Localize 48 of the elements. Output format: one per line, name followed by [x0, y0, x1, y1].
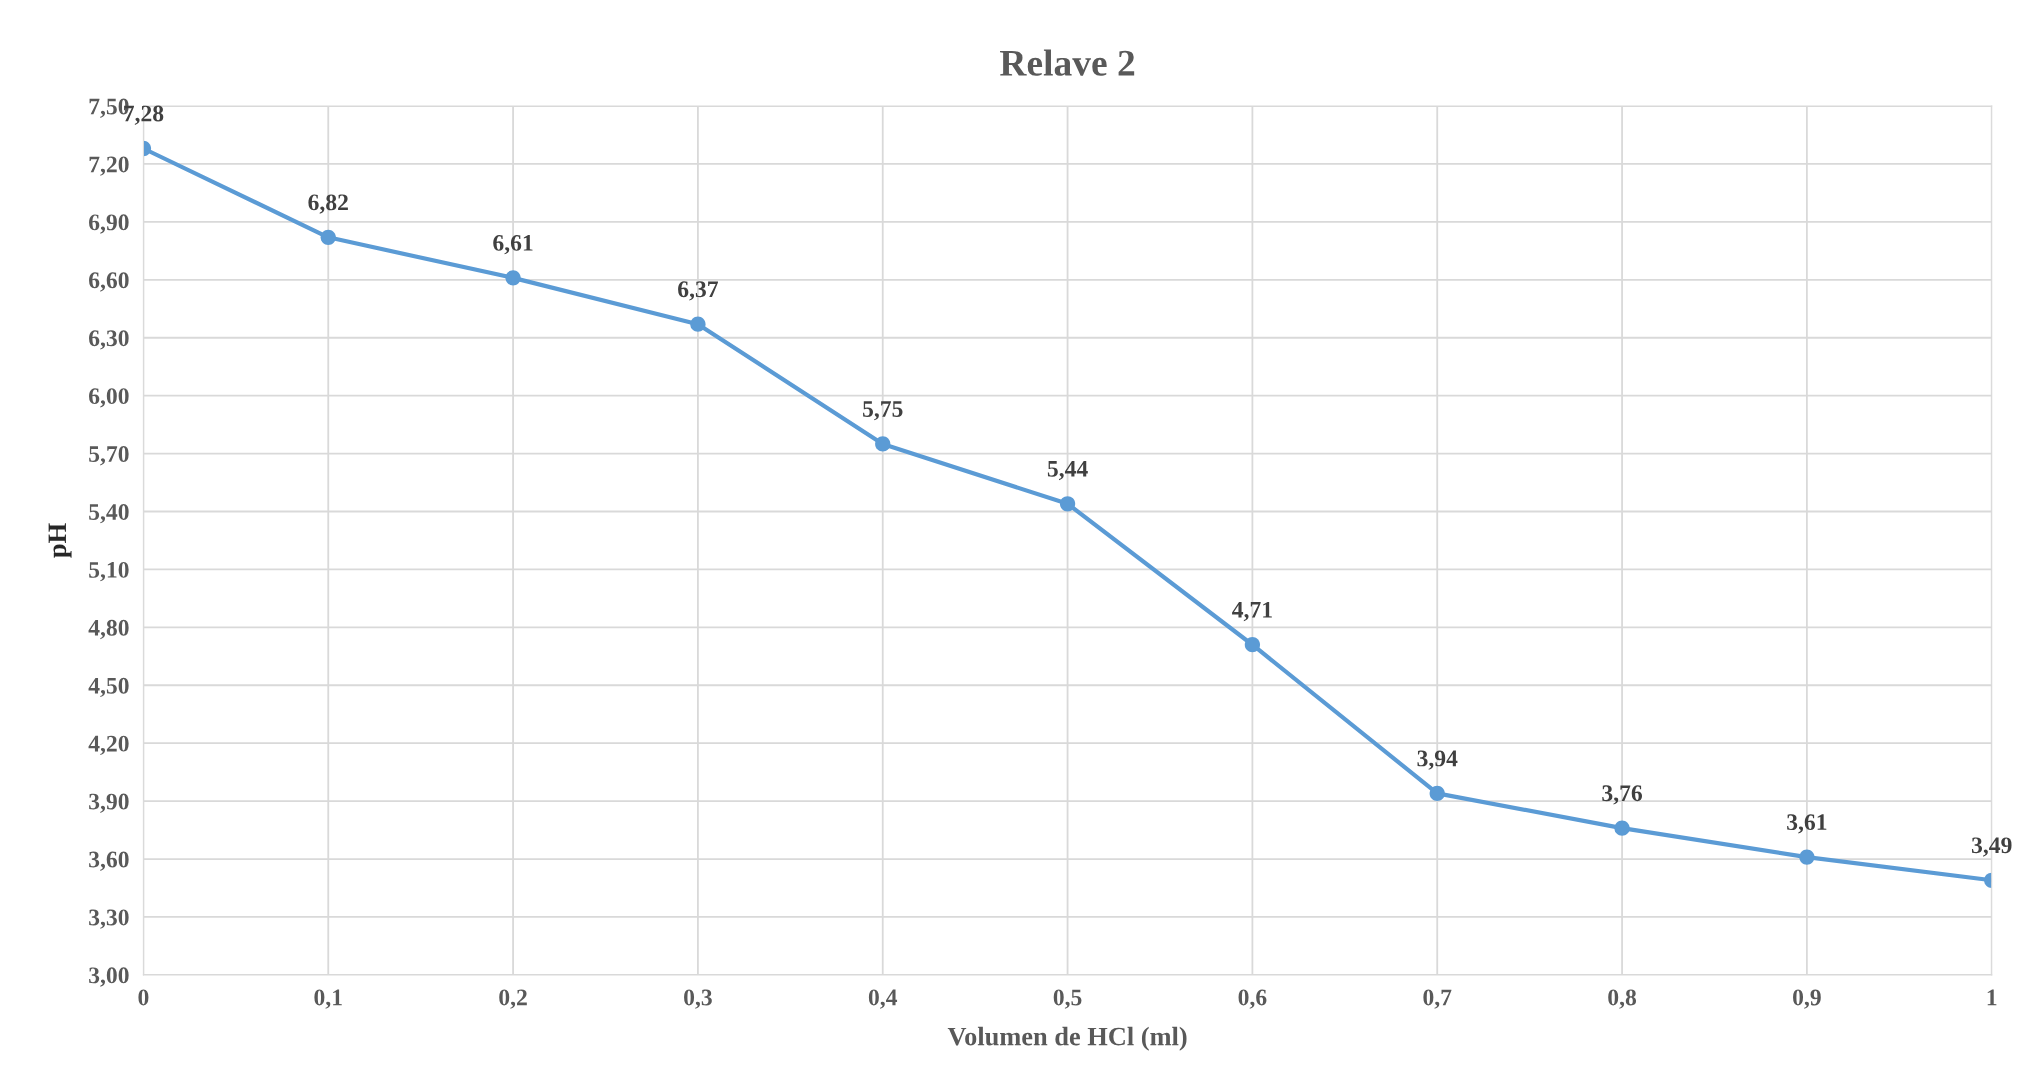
- x-tick-label: 1: [1987, 989, 1997, 1006]
- data-label: 3,94: [1417, 750, 1458, 770]
- y-tick-label: 6,90: [89, 214, 129, 234]
- y-tick-label: 3,60: [89, 851, 129, 871]
- point: [690, 316, 706, 332]
- y-tick-label: 6,60: [89, 272, 129, 292]
- data-label: 3,61: [1787, 814, 1827, 834]
- data-label: 4,71: [1232, 601, 1272, 622]
- y-tick-label: 3,90: [89, 793, 129, 813]
- x-tick-label: 0,3: [684, 989, 712, 1009]
- x-tick-label: 0,2: [499, 989, 527, 1009]
- x-axis-title: Volumen de HCl (ml): [947, 1026, 1187, 1051]
- y-axis-title: pH: [48, 523, 72, 558]
- chart-title: Relave 2: [1000, 49, 1135, 76]
- y-tick-label: 3,00: [89, 967, 129, 987]
- x-tick-label: 0,5: [1053, 989, 1082, 1009]
- point: [320, 229, 336, 245]
- point: [1429, 785, 1445, 802]
- point: [1614, 820, 1630, 836]
- y-tick-label: 3,30: [89, 909, 129, 929]
- y-tick-label: 5,70: [89, 446, 129, 466]
- data-label: 6,82: [308, 194, 348, 214]
- x-tick-label: 0,7: [1423, 989, 1452, 1009]
- data-label: 6,37: [678, 281, 718, 301]
- x-tick-label: 0,4: [868, 989, 898, 1009]
- data-label: 5,44: [1047, 460, 1088, 481]
- y-tick-label: 5,40: [89, 503, 129, 524]
- point: [875, 436, 891, 452]
- data-label: 3,76: [1602, 785, 1643, 805]
- data-label: 3,49: [1971, 837, 2012, 857]
- y-tick-label: 7,20: [89, 156, 129, 176]
- data-label: 5,75: [863, 401, 903, 421]
- y-tick-label: 5,10: [89, 561, 129, 582]
- y-tick-label: 6,30: [89, 330, 129, 350]
- point: [1799, 849, 1815, 865]
- x-tick-label: 0,6: [1238, 989, 1267, 1009]
- point: [505, 270, 521, 286]
- x-tick-label: 0: [138, 989, 149, 1006]
- data-label: 6,61: [493, 234, 533, 255]
- x-tick-label: 0,9: [1793, 989, 1821, 1009]
- y-tick-label: 4,20: [88, 735, 129, 756]
- y-tick-label: 6,00: [89, 388, 129, 408]
- y-tick-label: 4,80: [88, 619, 129, 640]
- y-tick-label: 4,50: [88, 677, 129, 698]
- x-tick-label: 0,8: [1608, 989, 1637, 1009]
- point: [1244, 637, 1261, 653]
- x-tick-label: 0,1: [314, 989, 342, 1009]
- point: [1059, 496, 1076, 512]
